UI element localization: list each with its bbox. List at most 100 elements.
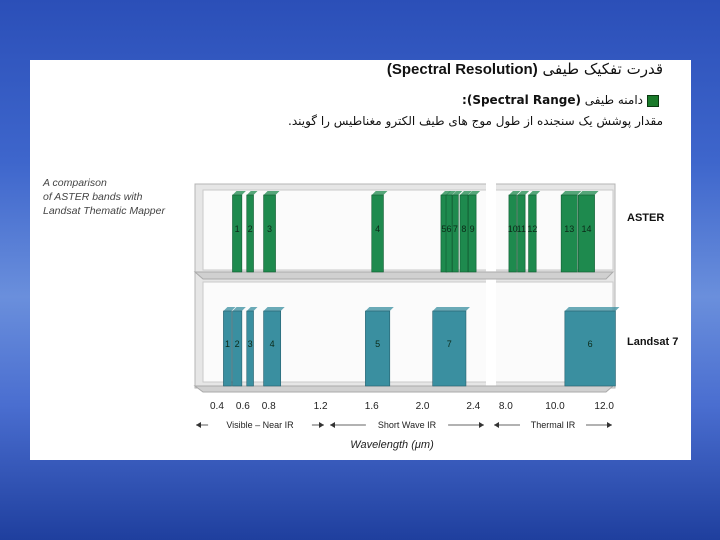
- series-label-aster: ASTER: [627, 212, 664, 224]
- aster-band-bar: [232, 194, 243, 273]
- band-label: 5: [375, 339, 380, 349]
- green-bullet-icon: [647, 95, 659, 107]
- landsat-band-bar: [246, 310, 254, 387]
- caption-line: of ASTER bands with: [43, 191, 143, 203]
- aster-band-bar-top: [452, 191, 463, 195]
- x-tick-label: 0.4: [210, 401, 224, 412]
- title-english: (Spectral Resolution): [386, 61, 538, 78]
- arrow-right-icon: [607, 422, 612, 428]
- aster-band-bar: [263, 194, 276, 273]
- aster-band-bar-top: [371, 191, 388, 195]
- band-label: 1: [225, 339, 230, 349]
- landsat-band-bar-top: [564, 307, 620, 311]
- landsat-band-bar: [223, 310, 232, 387]
- band-label: 10: [508, 224, 518, 234]
- band-label: 4: [270, 339, 275, 349]
- band-label: 7: [447, 339, 452, 349]
- aster-band-bar-top: [528, 191, 541, 195]
- caption-line: A comparison: [43, 177, 107, 189]
- aster-band-bar-top: [440, 191, 451, 195]
- aster-band-bar-top: [517, 191, 530, 195]
- band-label: 8: [461, 224, 466, 234]
- landsat-band-bar: [564, 310, 616, 387]
- aster-band-bar: [452, 194, 459, 273]
- figure-caption: A comparison of ASTER bands with Landsat…: [43, 176, 165, 218]
- band-label: 2: [235, 339, 240, 349]
- aster-band-bar-top: [561, 191, 582, 195]
- arrow-left-icon: [330, 422, 335, 428]
- aster-band-bar-top: [246, 191, 258, 195]
- slide-title: قدرت تفکیک طیفی (Spectral Resolution): [387, 60, 663, 78]
- landsat-shelf: [193, 385, 615, 393]
- landsat-band-bar: [263, 310, 282, 387]
- x-tick-label: 0.8: [262, 401, 276, 412]
- caption-line: Landsat Thematic Mapper: [43, 205, 165, 217]
- bullet-persian: دامنه طیفی: [584, 93, 643, 107]
- band-label: 2: [248, 224, 253, 234]
- aster-band-bar-top: [232, 191, 246, 195]
- x-tick-label: 0.6: [236, 401, 250, 412]
- arrow-left-icon: [196, 422, 201, 428]
- range-label: Thermal IR: [531, 420, 576, 430]
- x-tick-label: 8.0: [499, 401, 513, 412]
- x-tick-label: 2.4: [466, 401, 480, 412]
- x-tick-label: 12.0: [594, 401, 614, 412]
- axis-break: [486, 180, 496, 392]
- band-label: 12: [527, 224, 537, 234]
- landsat-band-bar-top: [365, 307, 394, 311]
- series-label-landsat: Landsat 7: [627, 336, 678, 348]
- arrow-right-icon: [319, 422, 324, 428]
- aster-band-bar: [246, 194, 254, 273]
- landsat-band-bar: [232, 310, 243, 387]
- band-label: 7: [453, 224, 458, 234]
- x-tick-label: 10.0: [545, 401, 565, 412]
- aster-band-bar-top: [263, 191, 280, 195]
- landsat-band-bar: [365, 310, 391, 387]
- band-label: 1: [235, 224, 240, 234]
- range-label: Short Wave IR: [378, 420, 437, 430]
- bullet-line: دامنه طیفی (Spectral Range):: [462, 93, 643, 107]
- title-persian: قدرت تفکیک طیفی: [542, 60, 664, 78]
- band-label: 3: [248, 339, 253, 349]
- landsat-band-bar-top: [232, 307, 246, 311]
- arrow-right-icon: [479, 422, 484, 428]
- aster-band-bar: [445, 194, 453, 273]
- aster-band-bar-top: [459, 191, 472, 195]
- definition-text: مقدار پوشش یک سنجنده از طول موج های طیف …: [288, 114, 663, 128]
- bullet-english: (Spectral Range):: [462, 93, 581, 107]
- landsat-band-bar-top: [263, 307, 285, 311]
- band-label: 9: [470, 224, 475, 234]
- landsat-band-bar-top: [432, 307, 470, 311]
- aster-band-bar-top: [468, 191, 481, 195]
- band-label: 6: [588, 339, 593, 349]
- aster-shelf: [193, 271, 615, 280]
- aster-band-bar: [467, 194, 477, 273]
- band-label: 14: [581, 224, 591, 234]
- aster-band-bar-top: [508, 191, 521, 195]
- range-label: Visible – Near IR: [226, 420, 294, 430]
- band-label: 5: [441, 224, 446, 234]
- aster-band-bar: [517, 194, 526, 273]
- landsat-band-bar-top: [223, 307, 236, 311]
- x-axis-title: Wavelength (μm): [350, 439, 434, 451]
- x-tick-label: 2.0: [416, 401, 430, 412]
- aster-band-bar-top: [446, 191, 457, 195]
- band-label: 11: [517, 224, 526, 234]
- x-tick-label: 1.2: [314, 401, 328, 412]
- aster-band-bar: [508, 194, 517, 273]
- aster-band-bar: [459, 194, 469, 273]
- band-label: 3: [267, 224, 272, 234]
- aster-band-bar: [371, 194, 384, 273]
- aster-band-bar-top: [578, 191, 599, 195]
- aster-band-bar: [560, 194, 578, 273]
- aster-band-bar: [528, 194, 537, 273]
- landsat-band-bar: [432, 310, 467, 387]
- aster-band-bar: [578, 194, 595, 273]
- band-label: 4: [375, 224, 380, 234]
- band-label: 6: [447, 224, 452, 234]
- arrow-left-icon: [494, 422, 499, 428]
- x-tick-label: 1.6: [365, 401, 379, 412]
- band-label: 13: [564, 224, 574, 234]
- landsat-band-bar-top: [246, 307, 258, 311]
